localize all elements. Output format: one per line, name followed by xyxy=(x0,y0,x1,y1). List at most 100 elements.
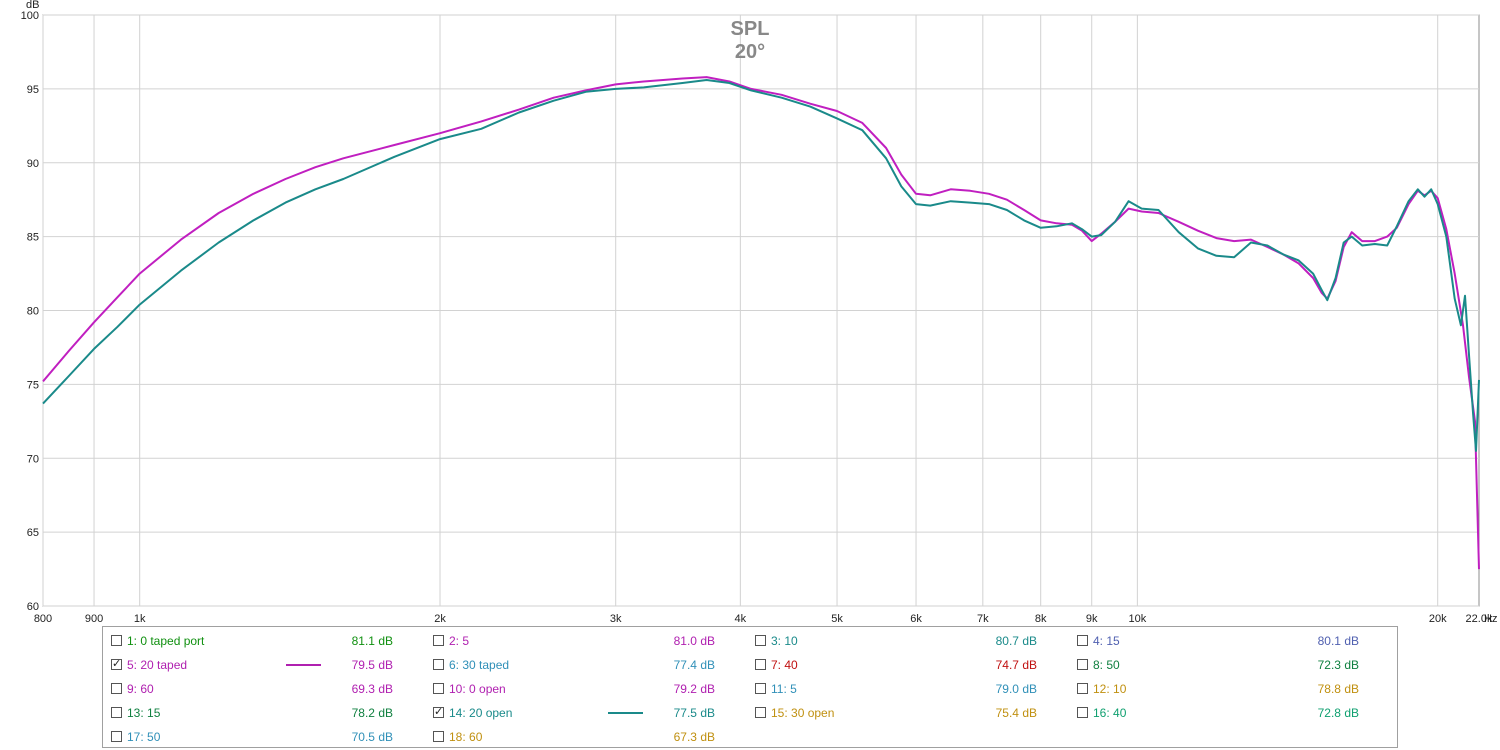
legend-label: 15: 30 open xyxy=(771,706,835,720)
legend-checkbox[interactable] xyxy=(755,659,766,670)
tick-labels: 800 900 1k 2k 3k 4k 5k 6k 7k 8k 9k 10k 20k 22.0k 60 65 7… xyxy=(21,10,1493,625)
x-tick-label: 10k xyxy=(1128,613,1146,625)
legend-item[interactable]: ✓ 14: 20 open 77.5 dB xyxy=(425,701,747,725)
x-tick-label: 1k xyxy=(134,613,146,625)
x-axis-unit: Hz xyxy=(1484,613,1497,625)
legend-checkbox[interactable] xyxy=(111,635,122,646)
legend-checkbox[interactable] xyxy=(111,707,122,718)
legend-item[interactable]: 11: 5 79.0 dB xyxy=(747,677,1069,701)
legend-checkbox[interactable]: ✓ xyxy=(111,658,122,670)
legend-item[interactable]: 7: 40 74.7 dB xyxy=(747,653,1069,677)
legend-checkbox[interactable] xyxy=(755,635,766,646)
legend-checkbox[interactable] xyxy=(1077,707,1088,718)
legend-value: 67.3 dB xyxy=(673,730,715,744)
legend-item[interactable]: 3: 10 80.7 dB xyxy=(747,629,1069,653)
legend-label: 9: 60 xyxy=(127,682,154,696)
legend-item[interactable]: ✓ 5: 20 taped 79.5 dB xyxy=(103,653,425,677)
legend-value: 70.5 dB xyxy=(351,730,393,744)
legend-checkbox[interactable] xyxy=(755,683,766,694)
legend-value: 77.5 dB xyxy=(673,706,715,720)
legend-label: 16: 40 xyxy=(1093,706,1127,720)
legend-item[interactable]: 16: 40 72.8 dB xyxy=(1069,701,1391,725)
legend-item[interactable]: 18: 60 67.3 dB xyxy=(425,725,747,749)
legend-row: 17: 50 70.5 dB 18: 60 67.3 dB xyxy=(103,725,1397,749)
legend-value: 81.1 dB xyxy=(351,634,393,648)
legend-panel: 1: 0 taped port 81.1 dB 2: 5 81.0 dB 3: 10 80… xyxy=(102,626,1398,748)
legend-label: 18: 60 xyxy=(449,730,483,744)
x-tick-label: 3k xyxy=(610,613,622,625)
legend-checkbox[interactable] xyxy=(1077,659,1088,670)
legend-checkbox[interactable] xyxy=(433,731,444,742)
legend-checkbox[interactable] xyxy=(433,635,444,646)
x-tick-label: 9k xyxy=(1086,613,1098,625)
legend-value: 69.3 dB xyxy=(351,682,393,696)
legend-item[interactable]: 10: 0 open 79.2 dB xyxy=(425,677,747,701)
legend-checkbox[interactable] xyxy=(755,707,766,718)
y-tick-label: 85 xyxy=(27,232,39,244)
y-tick-label: 90 xyxy=(27,158,39,170)
legend-label: 8: 50 xyxy=(1093,658,1120,672)
y-tick-label: 80 xyxy=(27,306,39,318)
legend-value: 77.4 dB xyxy=(673,658,715,672)
x-tick-label: 4k xyxy=(735,613,747,625)
legend-label: 1: 0 taped port xyxy=(127,634,205,648)
legend-checkbox[interactable] xyxy=(111,683,122,694)
legend-item[interactable]: 6: 30 taped 77.4 dB xyxy=(425,653,747,677)
grid-lines xyxy=(42,14,1479,607)
legend-item[interactable]: 9: 60 69.3 dB xyxy=(103,677,425,701)
y-tick-label: 60 xyxy=(27,601,39,613)
legend-label: 6: 30 taped xyxy=(449,658,510,672)
legend-checkbox[interactable] xyxy=(1077,683,1088,694)
chart-title: SPL xyxy=(731,18,770,40)
chart-subtitle: 20° xyxy=(735,41,765,63)
x-tick-label: 20k xyxy=(1429,613,1447,625)
legend-checkbox[interactable] xyxy=(111,731,122,742)
legend-item[interactable]: 13: 15 78.2 dB xyxy=(103,701,425,725)
legend-label: 5: 20 taped xyxy=(127,658,188,672)
legend-row: 13: 15 78.2 dB ✓ 14: 20 open 77.5 dB 15: 30 o… xyxy=(103,701,1397,725)
x-tick-label: 8k xyxy=(1035,613,1047,625)
legend-item[interactable]: 12: 10 78.8 dB xyxy=(1069,677,1391,701)
series-line-2 xyxy=(42,79,1480,452)
legend-label: 7: 40 xyxy=(771,658,798,672)
legend-row: 1: 0 taped port 81.1 dB 2: 5 81.0 dB 3: 10 80… xyxy=(103,629,1397,653)
legend-checkbox[interactable] xyxy=(433,683,444,694)
x-tick-label: 900 xyxy=(85,613,103,625)
x-tick-label: 6k xyxy=(910,613,922,625)
legend-value: 80.1 dB xyxy=(1317,634,1359,648)
legend-item[interactable]: 8: 50 72.3 dB xyxy=(1069,653,1391,677)
x-tick-label: 800 xyxy=(34,613,52,625)
legend-value: 78.8 dB xyxy=(1317,682,1359,696)
legend-item[interactable]: 15: 30 open 75.4 dB xyxy=(747,701,1069,725)
y-tick-label: 100 xyxy=(21,10,39,22)
legend-label: 3: 10 xyxy=(771,634,798,648)
legend-value: 80.7 dB xyxy=(995,634,1037,648)
legend-value: 81.0 dB xyxy=(673,634,715,648)
legend-label: 17: 50 xyxy=(127,730,161,744)
legend-value: 72.8 dB xyxy=(1317,706,1359,720)
legend-item[interactable]: 2: 5 81.0 dB xyxy=(425,629,747,653)
legend-label: 13: 15 xyxy=(127,706,161,720)
legend-value: 74.7 dB xyxy=(995,658,1037,672)
legend-label: 14: 20 open xyxy=(449,706,513,720)
legend-value: 72.3 dB xyxy=(1317,658,1359,672)
legend-checkbox[interactable] xyxy=(433,659,444,670)
legend-label: 10: 0 open xyxy=(449,682,506,696)
y-tick-label: 70 xyxy=(27,453,39,465)
legend-label: 12: 10 xyxy=(1093,682,1127,696)
legend-item[interactable]: 1: 0 taped port 81.1 dB xyxy=(103,629,425,653)
legend-value: 75.4 dB xyxy=(995,706,1037,720)
y-axis-unit: dB xyxy=(26,0,39,11)
legend-row: 9: 60 69.3 dB 10: 0 open 79.2 dB 11: 5 79.0 d… xyxy=(103,677,1397,701)
x-tick-label: 2k xyxy=(434,613,446,625)
legend-value: 79.5 dB xyxy=(351,658,393,672)
legend-swatch xyxy=(608,712,643,714)
legend-label: 2: 5 xyxy=(449,634,470,648)
legend-row: ✓ 5: 20 taped 79.5 dB 6: 30 taped 77.4 dB 7: … xyxy=(103,653,1397,677)
legend-value: 79.2 dB xyxy=(673,682,715,696)
legend-item[interactable]: 4: 15 80.1 dB xyxy=(1069,629,1391,653)
legend-checkbox[interactable] xyxy=(1077,635,1088,646)
legend-checkbox[interactable]: ✓ xyxy=(433,706,444,718)
x-tick-label: 22.0k xyxy=(1466,613,1493,625)
legend-item[interactable]: 17: 50 70.5 dB xyxy=(103,725,425,749)
